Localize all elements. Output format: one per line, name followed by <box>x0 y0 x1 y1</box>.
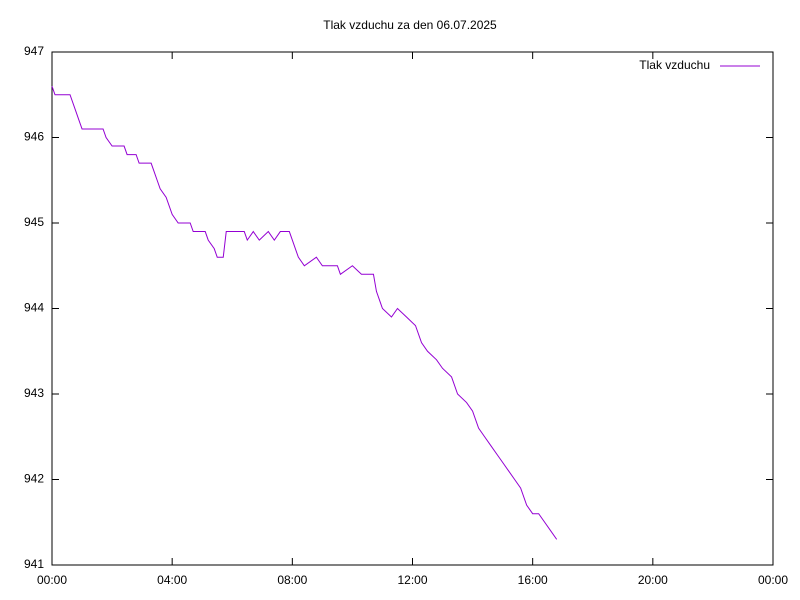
y-tick-label: 944 <box>24 301 44 315</box>
x-tick-label: 04:00 <box>157 573 187 587</box>
x-tick-label: 00:00 <box>758 573 788 587</box>
x-tick-label: 08:00 <box>277 573 307 587</box>
y-tick-label: 942 <box>24 472 44 486</box>
data-line <box>51 86 558 540</box>
x-tick-label: 00:00 <box>37 573 67 587</box>
x-tick-label: 12:00 <box>397 573 427 587</box>
x-tick-label: 16:00 <box>518 573 548 587</box>
chart-title: Tlak vzduchu za den 06.07.2025 <box>323 18 497 32</box>
x-tick-label: 20:00 <box>638 573 668 587</box>
y-tick-label: 941 <box>24 557 44 571</box>
y-tick-label: 943 <box>24 386 44 400</box>
legend-label: Tlak vzduchu <box>639 58 710 72</box>
y-tick-label: 945 <box>24 215 44 229</box>
plot-border <box>51 51 774 566</box>
y-tick-label: 946 <box>24 130 44 144</box>
y-tick-label: 947 <box>24 44 44 58</box>
